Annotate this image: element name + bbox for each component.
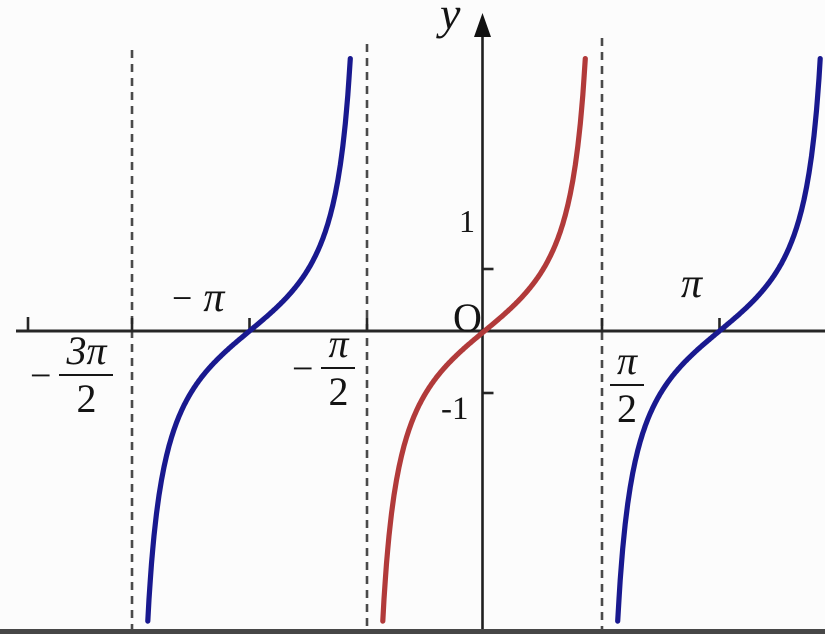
fraction-numerator: 3π [59, 331, 114, 376]
fraction: π 2 [321, 324, 356, 414]
x-tick-label-neg-pi-over-2: − π 2 [292, 324, 356, 414]
tan-branch-left [145, 56, 353, 624]
curves-group [145, 56, 823, 624]
y-tick-label-neg1: -1 [441, 391, 469, 427]
fraction: π 2 [610, 341, 645, 431]
asymptotes-group [130, 38, 604, 629]
tan-branch-right [615, 56, 823, 624]
pi-symbol: π [203, 275, 225, 321]
y-axis-label: y [440, 0, 461, 39]
fraction: 3π 2 [59, 331, 114, 421]
fraction-denominator: 2 [76, 376, 97, 421]
y-tick-label-1: 1 [459, 203, 475, 239]
fraction-numerator: π [321, 324, 356, 369]
minus-sign: − [30, 354, 52, 397]
x-tick-label-neg-3pi-over-2: − 3π 2 [30, 331, 114, 421]
minus-sign: − [292, 347, 314, 390]
x-tick-label-neg-pi: − π [172, 277, 224, 319]
minus-sign: − [172, 278, 193, 318]
x-tick-label-pi: π [681, 261, 703, 307]
x-tick-label-pi-over-2: π 2 [610, 341, 645, 431]
tan-branch-middle [380, 56, 588, 624]
fraction-denominator: 2 [328, 369, 349, 414]
y-axis-arrowhead-icon [474, 13, 491, 37]
origin-label: O [453, 295, 482, 340]
fraction-denominator: 2 [617, 386, 638, 431]
bottom-border [0, 629, 825, 634]
fraction-numerator: π [610, 341, 645, 386]
